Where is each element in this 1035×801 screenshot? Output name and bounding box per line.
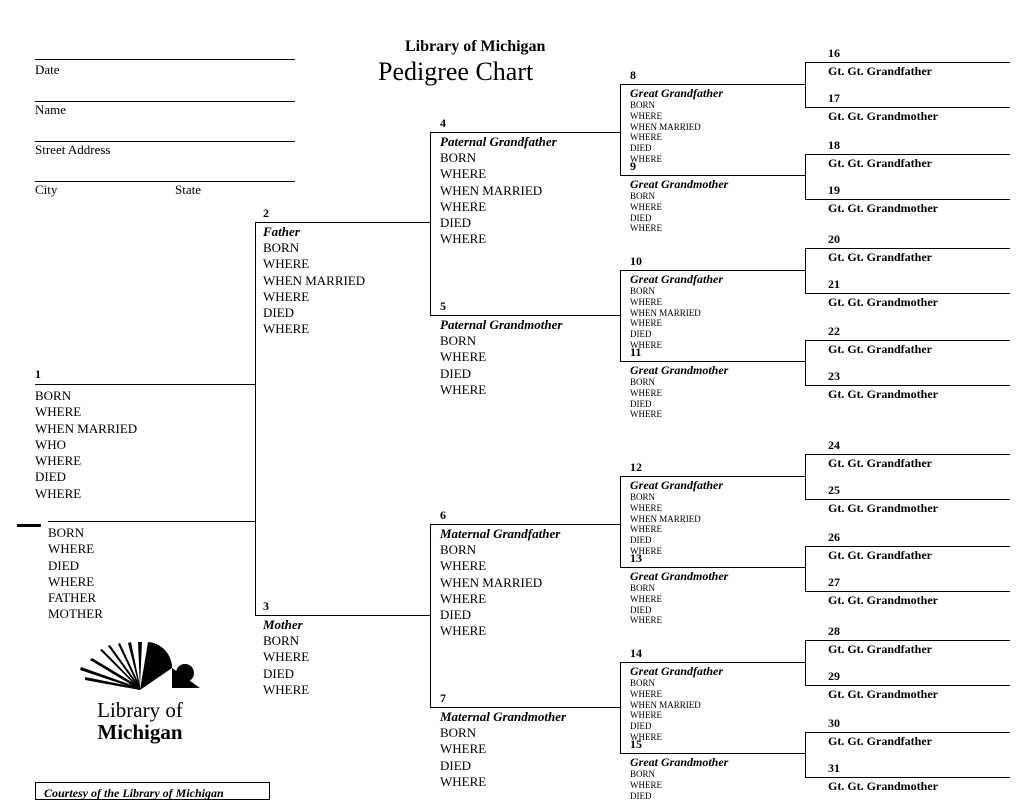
gen4-p11-num: 11 (630, 345, 641, 360)
gen5-p18-role: Gt. Gt. Grandfather (828, 156, 932, 171)
gen4-p9-num: 9 (630, 159, 636, 174)
gen4-p8-details: BORNWHEREWHEN MARRIED WHEREDIEDWHERE (630, 100, 701, 165)
gen3-p4-num: 4 (440, 116, 446, 131)
gen1-num: 1 (35, 367, 41, 382)
gen5-p25-num: 25 (828, 483, 840, 498)
gen4-p15-details: BORNWHEREDIED (630, 769, 662, 801)
gen1-details: BORNWHEREWHEN MARRIED WHOWHEREDIEDWHERE (35, 388, 137, 502)
gen4-p10-role: Great Grandfather (630, 272, 723, 287)
state-label: State (175, 182, 201, 198)
gen4-p12-role: Great Grandfather (630, 478, 723, 493)
gen5-p16-role: Gt. Gt. Grandfather (828, 64, 932, 79)
gen2-p3-role: Mother (263, 617, 303, 633)
gen5-p29-num: 29 (828, 669, 840, 684)
gen3-p7-role: Maternal Grandmother (440, 709, 566, 725)
gen5-p20-num: 20 (828, 232, 840, 247)
gen3-p5-details: BORNWHEREDIEDWHERE (440, 333, 486, 398)
gen5-p29-role: Gt. Gt. Grandmother (828, 687, 938, 702)
logo: Library of Michigan (70, 640, 210, 743)
address-label: Street Address (35, 142, 110, 158)
gen4-p8-role: Great Grandfather (630, 86, 723, 101)
gen5-p27-num: 27 (828, 575, 840, 590)
gen4-p15-role: Great Grandmother (630, 755, 728, 770)
footer-credit: Courtesy of the Library of Michigan (35, 782, 270, 800)
gen2-p2-details: BORNWHEREWHEN MARRIED WHEREDIEDWHERE (263, 240, 365, 338)
gen4-p14-role: Great Grandfather (630, 664, 723, 679)
gen2-p3-details: BORNWHEREDIEDWHERE (263, 633, 309, 698)
gen3-p7-details: BORNWHEREDIEDWHERE (440, 725, 486, 790)
gen5-p22-role: Gt. Gt. Grandfather (828, 342, 932, 357)
gen5-p28-role: Gt. Gt. Grandfather (828, 642, 932, 657)
gen4-p8-num: 8 (630, 68, 636, 83)
gen2-p3-num: 3 (263, 599, 269, 614)
gen5-p30-num: 30 (828, 716, 840, 731)
gen3-p4-details: BORNWHEREWHEN MARRIED WHEREDIEDWHERE (440, 150, 542, 248)
gen5-p28-num: 28 (828, 624, 840, 639)
logo-text-2: Michigan (70, 721, 210, 743)
gen4-p9-details: BORNWHEREDIEDWHERE (630, 191, 662, 234)
gen3-p4-role: Paternal Grandfather (440, 134, 557, 150)
gen3-p7-num: 7 (440, 691, 446, 706)
gen5-p30-role: Gt. Gt. Grandfather (828, 734, 932, 749)
gen3-p6-details: BORNWHEREWHEN MARRIED WHEREDIEDWHERE (440, 542, 542, 640)
city-label: City (35, 182, 57, 198)
gen4-p12-details: BORNWHEREWHEN MARRIED WHEREDIEDWHERE (630, 492, 701, 557)
gen5-p19-role: Gt. Gt. Grandmother (828, 201, 938, 216)
gen4-p11-role: Great Grandmother (630, 363, 728, 378)
gen5-p21-role: Gt. Gt. Grandmother (828, 295, 938, 310)
gen4-p14-details: BORNWHEREWHEN MARRIED WHEREDIEDWHERE (630, 678, 701, 743)
gen4-p10-details: BORNWHEREWHEN MARRIED WHEREDIEDWHERE (630, 286, 701, 351)
gen5-p16-num: 16 (828, 46, 840, 61)
gen5-p23-num: 23 (828, 369, 840, 384)
gen5-p25-role: Gt. Gt. Grandmother (828, 501, 938, 516)
spouse-details: BORNWHEREDIED WHEREFATHERMOTHER (48, 525, 103, 623)
gen3-p5-role: Paternal Grandmother (440, 317, 562, 333)
gen5-p17-num: 17 (828, 91, 840, 106)
logo-text-1: Library of (70, 699, 210, 721)
gen5-p26-num: 26 (828, 530, 840, 545)
gen5-p24-num: 24 (828, 438, 840, 453)
logo-icon (70, 640, 210, 695)
gen5-p21-num: 21 (828, 277, 840, 292)
gen5-p18-num: 18 (828, 138, 840, 153)
gen4-p11-details: BORNWHEREDIEDWHERE (630, 377, 662, 420)
name-label: Name (35, 102, 66, 118)
gen5-p22-num: 22 (828, 324, 840, 339)
gen4-p15-num: 15 (630, 737, 642, 752)
gen5-p20-role: Gt. Gt. Grandfather (828, 250, 932, 265)
gen2-p2-role: Father (263, 224, 300, 240)
gen4-p10-num: 10 (630, 254, 642, 269)
chart-title: Pedigree Chart (378, 57, 533, 87)
gen5-p19-num: 19 (828, 183, 840, 198)
gen4-p12-num: 12 (630, 460, 642, 475)
gen3-p5-num: 5 (440, 299, 446, 314)
gen5-p31-num: 31 (828, 761, 840, 776)
gen4-p9-role: Great Grandmother (630, 177, 728, 192)
gen2-p2-num: 2 (263, 206, 269, 221)
gen3-p6-role: Maternal Grandfather (440, 526, 560, 542)
gen4-p14-num: 14 (630, 646, 642, 661)
gen5-p27-role: Gt. Gt. Grandmother (828, 593, 938, 608)
gen4-p13-num: 13 (630, 551, 642, 566)
gen5-p17-role: Gt. Gt. Grandmother (828, 109, 938, 124)
gen4-p13-role: Great Grandmother (630, 569, 728, 584)
gen4-p13-details: BORNWHEREDIEDWHERE (630, 583, 662, 626)
gen5-p23-role: Gt. Gt. Grandmother (828, 387, 938, 402)
date-label: Date (35, 62, 60, 78)
gen5-p31-role: Gt. Gt. Grandmother (828, 779, 938, 794)
gen3-p6-num: 6 (440, 508, 446, 523)
org-title: Library of Michigan (405, 38, 545, 56)
gen5-p26-role: Gt. Gt. Grandfather (828, 548, 932, 563)
gen5-p24-role: Gt. Gt. Grandfather (828, 456, 932, 471)
